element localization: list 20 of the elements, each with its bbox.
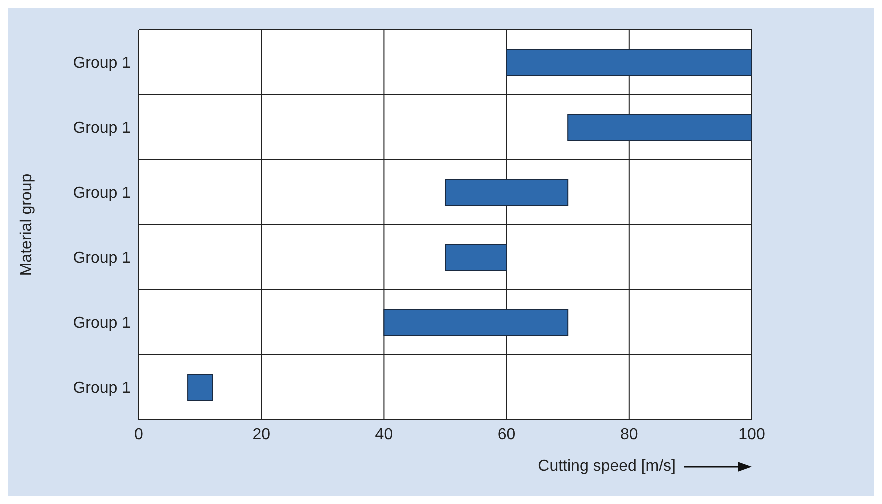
y-tick-label: Group 1 bbox=[73, 185, 132, 202]
y-tick-label: Group 1 bbox=[73, 380, 132, 398]
bar bbox=[445, 180, 569, 206]
y-tick-label: Group 1 bbox=[73, 120, 132, 138]
bar bbox=[506, 50, 752, 76]
bar bbox=[384, 310, 569, 336]
y-tick-label: Group 1 bbox=[73, 250, 132, 268]
bar bbox=[445, 244, 508, 272]
bar bbox=[568, 114, 752, 142]
x-tick-label: 80 bbox=[620, 426, 638, 444]
x-tick-label: 100 bbox=[738, 426, 766, 444]
x-axis-title: Cutting speed [m/s] bbox=[538, 458, 676, 476]
x-tick-label: 0 bbox=[134, 426, 144, 444]
y-axis-title: Material group bbox=[18, 174, 36, 276]
x-tick-label: 60 bbox=[498, 426, 516, 444]
y-tick-label: Group 1 bbox=[73, 315, 132, 332]
y-tick-label: Group 1 bbox=[73, 55, 132, 72]
x-tick-label: 20 bbox=[252, 426, 271, 444]
bar bbox=[188, 374, 214, 402]
x-tick-label: 40 bbox=[375, 426, 394, 444]
